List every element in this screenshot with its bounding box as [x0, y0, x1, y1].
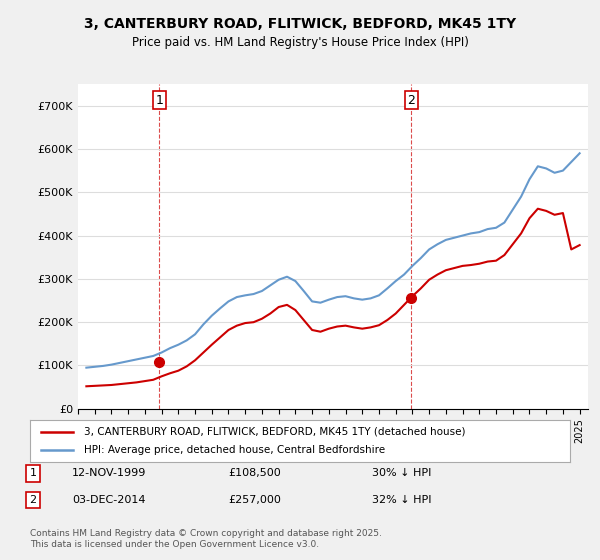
Text: £257,000: £257,000 — [228, 495, 281, 505]
Text: 03-DEC-2014: 03-DEC-2014 — [72, 495, 146, 505]
Text: Contains HM Land Registry data © Crown copyright and database right 2025.
This d: Contains HM Land Registry data © Crown c… — [30, 529, 382, 549]
Text: 1: 1 — [29, 468, 37, 478]
Text: Price paid vs. HM Land Registry's House Price Index (HPI): Price paid vs. HM Land Registry's House … — [131, 36, 469, 49]
Text: 30% ↓ HPI: 30% ↓ HPI — [372, 468, 431, 478]
Text: 32% ↓ HPI: 32% ↓ HPI — [372, 495, 431, 505]
Text: 2: 2 — [407, 94, 415, 107]
Text: HPI: Average price, detached house, Central Bedfordshire: HPI: Average price, detached house, Cent… — [84, 445, 385, 455]
Text: 1: 1 — [155, 94, 163, 107]
Text: 3, CANTERBURY ROAD, FLITWICK, BEDFORD, MK45 1TY: 3, CANTERBURY ROAD, FLITWICK, BEDFORD, M… — [84, 17, 516, 31]
Text: 2: 2 — [29, 495, 37, 505]
Text: 3, CANTERBURY ROAD, FLITWICK, BEDFORD, MK45 1TY (detached house): 3, CANTERBURY ROAD, FLITWICK, BEDFORD, M… — [84, 427, 466, 437]
Text: 12-NOV-1999: 12-NOV-1999 — [72, 468, 146, 478]
Text: £108,500: £108,500 — [228, 468, 281, 478]
